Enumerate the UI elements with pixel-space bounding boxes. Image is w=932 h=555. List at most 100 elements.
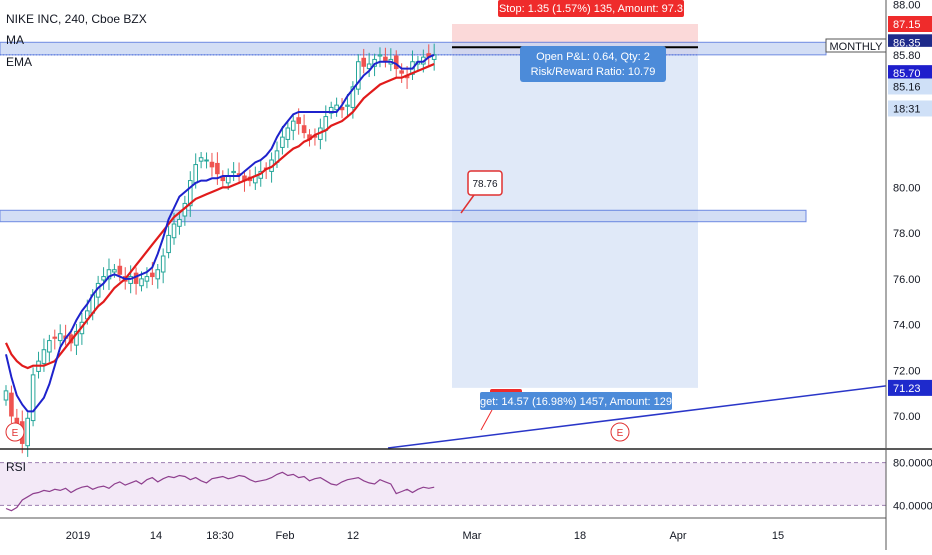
- price-badge[interactable]: [888, 34, 932, 51]
- candle-body[interactable]: [280, 136, 285, 148]
- candle-body[interactable]: [133, 272, 139, 284]
- price-tick-label: 80.00: [893, 182, 921, 194]
- time-tick-label: Feb: [276, 530, 295, 542]
- monthly-label: MONTHLY: [830, 41, 884, 53]
- candle-body[interactable]: [30, 374, 36, 422]
- candle-body[interactable]: [166, 234, 171, 254]
- candle-body[interactable]: [112, 269, 117, 273]
- ema-line[interactable]: [5, 62, 435, 370]
- candle-body[interactable]: [187, 180, 193, 207]
- candle-body[interactable]: [204, 159, 209, 162]
- stop-label: Stop: 1.35 (1.57%) 135, Amount: 97.3: [499, 3, 683, 15]
- rsi-tick-label: 80.0000: [893, 458, 932, 470]
- candle-body[interactable]: [377, 54, 383, 57]
- candle-body[interactable]: [139, 278, 144, 287]
- candle-body[interactable]: [209, 161, 215, 168]
- symbol-title: NIKE INC, 240, Cboe BZX: [6, 12, 147, 26]
- candle-body[interactable]: [9, 392, 14, 417]
- price-tick-label: 88.00: [893, 0, 921, 12]
- price-badge[interactable]: [888, 379, 932, 396]
- candle-body[interactable]: [128, 276, 133, 284]
- price-badge-label: 86.35: [893, 37, 921, 49]
- candle-body[interactable]: [198, 157, 204, 162]
- candle-body[interactable]: [41, 349, 47, 364]
- candle-body[interactable]: [74, 330, 79, 346]
- price-callout-label: 78.76: [472, 179, 497, 190]
- candle-body[interactable]: [215, 162, 220, 175]
- stop-label-box[interactable]: [498, 0, 684, 17]
- candle-body[interactable]: [328, 106, 334, 114]
- candle-body[interactable]: [334, 104, 339, 111]
- pnl-line-1: Open P&L: 0.64, Qty: 2: [536, 51, 650, 63]
- price-badge[interactable]: [888, 100, 932, 117]
- candle-body[interactable]: [361, 57, 367, 67]
- earnings-marker[interactable]: [5, 422, 25, 442]
- candle-body[interactable]: [3, 390, 9, 401]
- price-badge[interactable]: [888, 65, 932, 82]
- candle-body[interactable]: [171, 223, 177, 239]
- earnings-marker[interactable]: [610, 422, 630, 442]
- time-tick-label: 14: [150, 530, 162, 542]
- price-badge-label: 18:31: [893, 103, 921, 115]
- candle-body[interactable]: [144, 276, 150, 282]
- target-label-box[interactable]: [480, 392, 672, 410]
- price-badge-label: 85.70: [893, 68, 921, 80]
- ma-line[interactable]: [5, 53, 435, 413]
- time-tick-label: Mar: [463, 530, 482, 542]
- time-tick-label: 18:30: [206, 530, 234, 542]
- trendline[interactable]: [387, 385, 887, 449]
- pnl-line-2: Risk/Reward Ratio: 10.79: [531, 66, 656, 78]
- price-badge-label: 87.15: [893, 19, 921, 31]
- candle-body[interactable]: [101, 276, 106, 281]
- candle-body[interactable]: [393, 55, 399, 70]
- candle-body[interactable]: [57, 333, 63, 342]
- price-badge[interactable]: [888, 16, 932, 32]
- candle-body[interactable]: [225, 175, 231, 184]
- price-tick-label: 74.00: [893, 320, 921, 332]
- candle-body[interactable]: [177, 218, 182, 227]
- price-callout-pointer: [460, 194, 475, 214]
- candle-body[interactable]: [231, 170, 236, 174]
- price-callout-box[interactable]: [467, 170, 503, 196]
- time-tick-label: Apr: [669, 530, 686, 542]
- candle-body[interactable]: [117, 265, 123, 275]
- time-tick-label: 2019: [66, 530, 90, 542]
- candle-body[interactable]: [52, 336, 58, 339]
- pnl-box[interactable]: [520, 46, 666, 82]
- price-badge[interactable]: [888, 46, 932, 63]
- earnings-marker-label: E: [617, 428, 624, 439]
- candle-body[interactable]: [25, 417, 30, 447]
- price-tick-label: 78.00: [893, 228, 921, 240]
- candle-body[interactable]: [47, 340, 52, 353]
- price-badge[interactable]: [888, 78, 932, 95]
- price-tick-label: 76.00: [893, 274, 921, 286]
- target-pointer: [480, 409, 493, 431]
- candle-body[interactable]: [193, 164, 198, 184]
- candle-body[interactable]: [345, 104, 350, 107]
- rsi-band: [0, 462, 886, 506]
- time-tick-label: 15: [772, 530, 784, 542]
- candle-body[interactable]: [155, 269, 161, 280]
- candle-body[interactable]: [106, 269, 112, 280]
- support-zone[interactable]: [0, 209, 807, 223]
- candle-body[interactable]: [366, 63, 372, 70]
- rsi-line[interactable]: [5, 471, 435, 512]
- price-tick-label: 72.00: [893, 365, 921, 377]
- candle-body[interactable]: [399, 70, 404, 74]
- ma-indicator-label[interactable]: MA: [6, 33, 24, 47]
- price-badge-label: 71.23: [893, 383, 921, 395]
- rsi-tick-label: 40.0000: [893, 500, 932, 512]
- candle-body[interactable]: [356, 61, 361, 90]
- candle-body[interactable]: [296, 117, 301, 124]
- candle-body[interactable]: [150, 272, 155, 278]
- candle-body[interactable]: [290, 120, 296, 131]
- price-badge-label: 85.16: [893, 81, 921, 93]
- candle-body[interactable]: [350, 86, 356, 108]
- candle-body[interactable]: [285, 127, 291, 140]
- ema-indicator-label[interactable]: EMA: [6, 55, 33, 69]
- rsi-indicator-label[interactable]: RSI: [6, 460, 27, 474]
- candle-body[interactable]: [160, 255, 166, 273]
- candle-body[interactable]: [301, 125, 307, 134]
